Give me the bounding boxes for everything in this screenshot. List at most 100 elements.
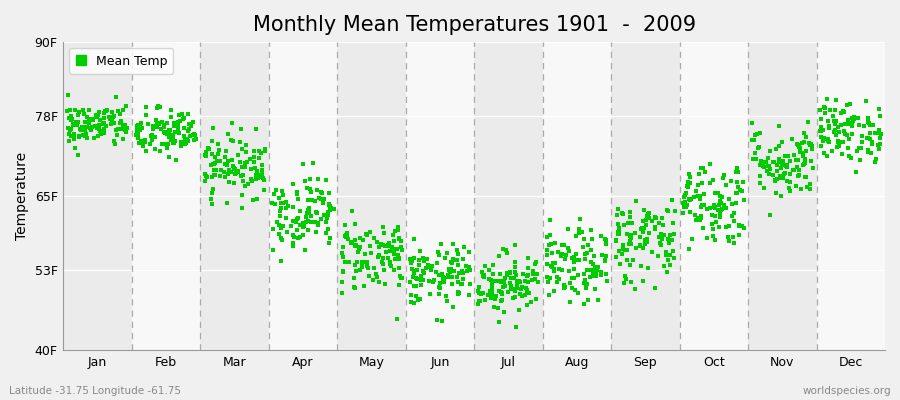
Point <box>298 247 312 253</box>
Point <box>204 138 219 144</box>
Point <box>384 244 399 250</box>
Point <box>572 257 586 263</box>
Point <box>430 317 445 324</box>
Point <box>471 288 485 294</box>
Bar <box>748 42 816 350</box>
Point <box>166 134 180 140</box>
Point <box>861 149 876 155</box>
Point <box>567 275 581 281</box>
Point <box>524 299 538 306</box>
Point <box>313 215 328 222</box>
Point <box>732 232 746 238</box>
Point <box>639 217 653 224</box>
Point <box>833 122 848 128</box>
Point <box>821 138 835 145</box>
Point <box>846 114 860 120</box>
Point <box>109 94 123 100</box>
Point <box>580 250 594 256</box>
Point <box>286 218 301 224</box>
Point <box>388 228 402 234</box>
Point <box>290 189 304 196</box>
Point <box>239 158 254 165</box>
Point <box>174 142 188 149</box>
Point <box>302 176 317 182</box>
Point <box>654 233 669 240</box>
Point <box>197 170 211 177</box>
Point <box>86 116 100 122</box>
Point <box>235 192 249 198</box>
Point <box>321 202 336 208</box>
Point <box>367 234 382 241</box>
Point <box>612 247 626 254</box>
Point <box>231 169 246 175</box>
Point <box>222 179 237 185</box>
Point <box>845 123 859 129</box>
Point <box>803 142 817 148</box>
Point <box>530 271 544 277</box>
Point <box>220 200 234 206</box>
Point <box>236 172 250 178</box>
Point <box>439 293 454 300</box>
Point <box>444 258 458 265</box>
Point <box>357 283 372 290</box>
Point <box>831 123 845 130</box>
Point <box>87 122 102 129</box>
Point <box>203 162 218 168</box>
Point <box>451 289 465 296</box>
Point <box>527 260 542 267</box>
Point <box>817 135 832 141</box>
Point <box>821 136 835 142</box>
Point <box>279 215 293 222</box>
Point <box>518 278 532 284</box>
Point <box>868 130 882 136</box>
Point <box>210 158 224 164</box>
Point <box>798 148 813 154</box>
Point <box>171 126 185 133</box>
Point <box>635 218 650 225</box>
Point <box>682 171 697 178</box>
Point <box>544 262 558 269</box>
Point <box>300 210 314 217</box>
Point <box>490 293 504 300</box>
Point <box>220 158 235 164</box>
Point <box>586 268 600 275</box>
Point <box>676 210 690 216</box>
Point <box>502 269 517 275</box>
Point <box>178 137 193 144</box>
Point <box>338 233 353 240</box>
Point <box>768 178 782 185</box>
Point <box>797 174 812 180</box>
Point <box>189 136 203 143</box>
Point <box>347 242 362 249</box>
Point <box>320 215 335 221</box>
Point <box>715 206 729 212</box>
Point <box>500 270 515 276</box>
Point <box>874 131 888 138</box>
Point <box>167 138 182 145</box>
Point <box>445 280 459 287</box>
Point <box>611 221 625 227</box>
Point <box>798 156 813 162</box>
Point <box>837 128 851 134</box>
Point <box>93 116 107 123</box>
Point <box>706 177 720 183</box>
Bar <box>406 42 474 350</box>
Point <box>345 239 359 245</box>
Point <box>274 205 288 212</box>
Point <box>842 121 856 128</box>
Point <box>298 178 312 184</box>
Point <box>778 162 793 168</box>
Point <box>382 248 397 254</box>
Point <box>376 255 391 261</box>
Point <box>235 204 249 211</box>
Point <box>441 272 455 278</box>
Point <box>554 253 568 260</box>
Point <box>829 118 843 124</box>
Point <box>852 157 867 164</box>
Point <box>272 222 286 228</box>
Point <box>667 254 681 261</box>
Point <box>585 236 599 242</box>
Point <box>308 218 322 225</box>
Point <box>323 206 338 213</box>
Point <box>455 275 470 282</box>
